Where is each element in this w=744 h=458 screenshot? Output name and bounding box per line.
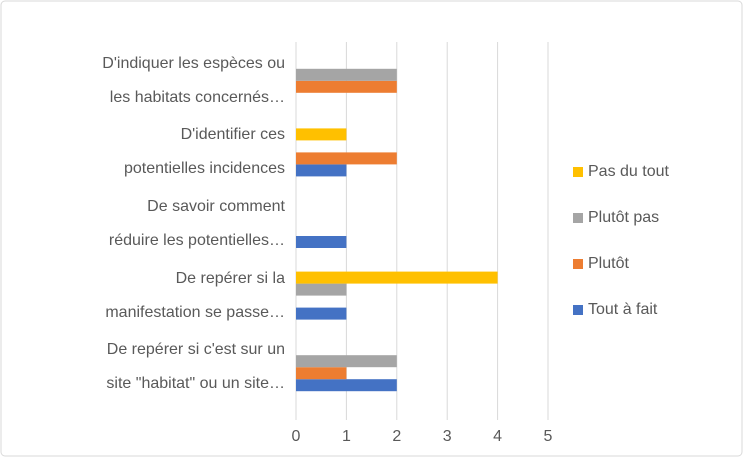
y-tick-label: De repérer si c'est sur un site "habitat… xyxy=(106,341,285,393)
legend-swatch xyxy=(573,213,583,223)
legend-label: Plutôt xyxy=(588,255,629,272)
bar xyxy=(296,283,347,296)
x-tick-label: 0 xyxy=(292,428,301,445)
y-tick-label: D'indiquer les espèces ou les habitats c… xyxy=(102,54,285,106)
x-tick-label: 4 xyxy=(493,428,502,445)
x-tick-label: 3 xyxy=(443,428,452,445)
bar xyxy=(296,164,347,177)
legend-swatch xyxy=(573,305,583,315)
y-tick-label: De savoir comment réduire les potentiell… xyxy=(108,198,285,249)
x-tick-label: 1 xyxy=(342,428,351,445)
bar xyxy=(296,307,347,320)
x-tick-label: 5 xyxy=(544,428,553,445)
x-tick-label: 2 xyxy=(392,428,401,445)
legend-label: Tout à fait xyxy=(588,301,658,318)
y-tick-label: De repérer si la manifestation se passe… xyxy=(105,269,285,321)
bar xyxy=(296,271,498,284)
bar xyxy=(296,355,397,368)
bar xyxy=(296,128,347,141)
bar xyxy=(296,236,347,248)
bar xyxy=(296,68,397,81)
bar xyxy=(296,152,397,165)
legend-swatch xyxy=(573,259,583,269)
y-tick-label: D'identifier ces potentielles incidences xyxy=(124,126,285,178)
bar xyxy=(296,379,397,392)
bar xyxy=(296,80,397,93)
legend-swatch xyxy=(573,167,583,177)
legend-label: Plutôt pas xyxy=(588,209,659,226)
legend-label: Pas du tout xyxy=(588,163,670,180)
bar xyxy=(296,367,347,380)
